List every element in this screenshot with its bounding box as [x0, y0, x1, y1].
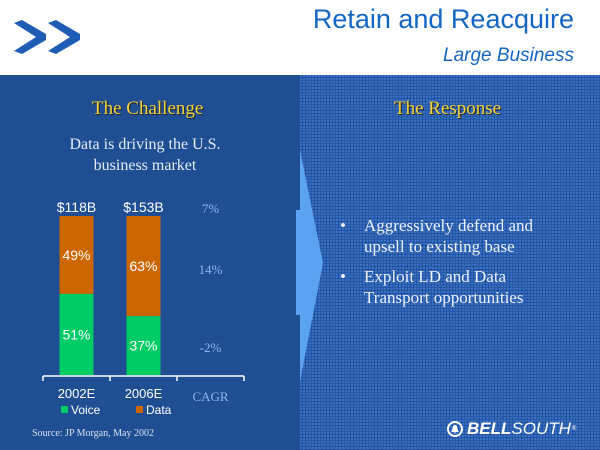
bell-icon — [447, 421, 463, 437]
bar-total-label: $153B — [123, 199, 163, 215]
cagr-data-value: 14% — [199, 262, 223, 277]
slide-header: Retain and Reacquire Large Business — [0, 0, 600, 75]
legend-swatch — [136, 406, 143, 413]
bar-data-segment — [59, 216, 94, 294]
response-bullets: • Aggressively defend and upsell to exis… — [340, 215, 590, 317]
legend-label: Data — [146, 403, 172, 417]
bullet-text-line: Aggressively defend and — [364, 216, 534, 235]
bullet-icon: • — [340, 267, 346, 286]
cagr-label: CAGR — [192, 389, 228, 404]
slide-subtitle: Large Business — [443, 45, 574, 66]
source-note: Source: JP Morgan, May 2002 — [32, 428, 154, 439]
challenge-heading: The Challenge — [92, 98, 204, 119]
slide-title: Retain and Reacquire — [312, 4, 574, 34]
data-label-voice: 51% — [62, 326, 90, 342]
cagr-voice-value: -2% — [200, 340, 222, 355]
x-tick-label: 2006E — [125, 386, 163, 401]
bullet-icon: • — [340, 216, 346, 235]
bullet-text-line: upsell to existing base — [364, 237, 515, 256]
bullet-item: • Exploit LD and Data Transport opportun… — [340, 266, 590, 308]
right-arrow-icon — [296, 150, 323, 382]
bullet-text-line: Transport opportunities — [364, 288, 524, 307]
bar-total-label: $118B — [57, 199, 96, 215]
registered-mark: ® — [571, 426, 577, 432]
bellsouth-logo: BELL SOUTH ® — [447, 419, 576, 439]
brand-name-bold: BELL — [467, 419, 512, 438]
bullet-item: • Aggressively defend and upsell to exis… — [340, 215, 590, 257]
legend-label: Voice — [71, 403, 101, 417]
brand-name-regular: SOUTH — [511, 419, 571, 438]
cagr-total-value: 7% — [202, 201, 220, 216]
challenge-subheading: Data is driving the U.S. business market — [0, 134, 290, 176]
response-panel — [300, 75, 600, 450]
x-tick-label: 2002E — [58, 386, 96, 401]
data-label-data: 63% — [129, 258, 157, 274]
bar-voice-segment — [59, 293, 94, 375]
response-heading: The Response — [394, 98, 502, 119]
bullet-text-line: Exploit LD and Data — [364, 267, 507, 286]
challenge-subheading-line1: Data is driving the U.S. — [69, 136, 221, 153]
bar-voice-segment — [126, 316, 161, 375]
bar-data-segment — [126, 216, 161, 317]
challenge-subheading-line2: business market — [93, 157, 197, 174]
data-label-data: 49% — [62, 247, 90, 263]
legend-swatch — [61, 406, 68, 413]
double-chevron-right-icon — [14, 20, 80, 54]
market-chart: 49% 51% $118B 2002E 63% 37% $153B 2006E 7% 14% -2%… — [42, 199, 245, 417]
data-label-voice: 37% — [129, 338, 157, 354]
